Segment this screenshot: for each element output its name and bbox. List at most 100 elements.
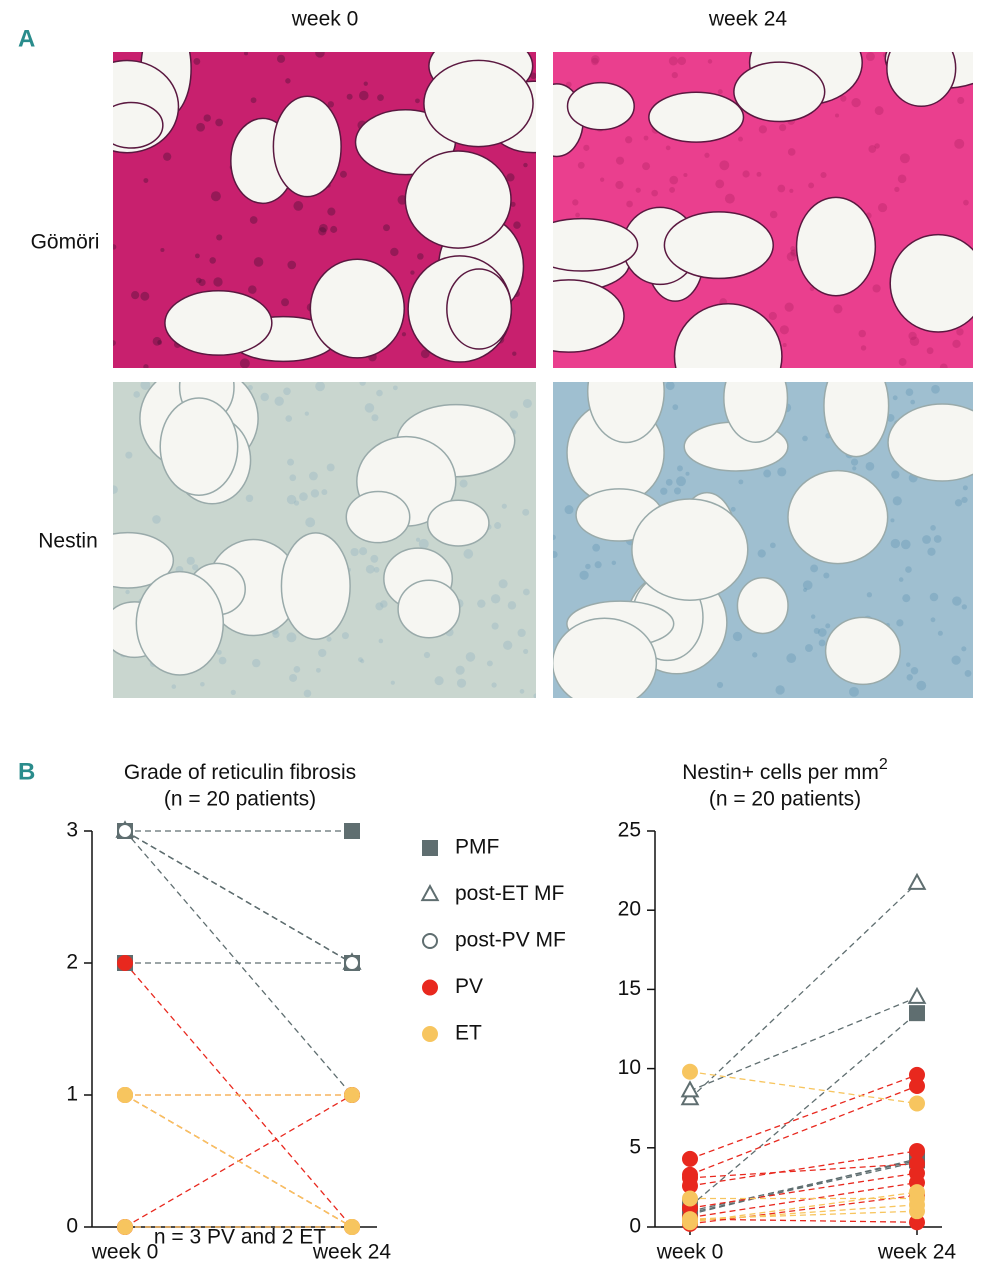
cell <box>216 234 223 241</box>
panel-label: B <box>18 758 35 785</box>
cell <box>380 600 388 608</box>
cell <box>304 411 309 416</box>
cell <box>724 193 735 204</box>
cell <box>215 118 223 127</box>
cell <box>905 566 912 573</box>
cell <box>350 547 359 557</box>
fat-vacuole <box>280 532 351 641</box>
cell <box>865 461 875 471</box>
cell <box>892 395 898 401</box>
cell <box>643 135 649 141</box>
patient-line <box>689 1085 918 1176</box>
cell <box>319 223 328 233</box>
patient-line <box>689 882 918 1100</box>
cell <box>591 55 600 64</box>
cell <box>318 227 327 236</box>
marker <box>907 872 927 890</box>
cell <box>160 247 165 253</box>
cell <box>810 564 819 573</box>
cell <box>775 685 785 695</box>
cell <box>579 570 589 580</box>
row-label: Gömöri <box>31 231 100 254</box>
cell <box>779 325 789 335</box>
cell <box>113 485 118 494</box>
fat-vacuole <box>553 217 639 272</box>
cell <box>315 382 325 392</box>
title-superscript: 2 <box>879 756 888 773</box>
cell <box>786 252 797 262</box>
cell <box>890 538 901 549</box>
cell <box>786 653 797 664</box>
cell <box>378 638 384 644</box>
cell <box>152 515 161 524</box>
patient-line <box>689 1194 918 1225</box>
cell <box>611 560 617 566</box>
cell <box>615 180 624 190</box>
y-tick-label: 2 <box>66 951 78 974</box>
cell <box>370 554 379 563</box>
cell <box>512 351 517 356</box>
cell <box>704 152 710 158</box>
cell <box>676 465 683 472</box>
cell <box>672 404 679 411</box>
cell <box>113 244 117 250</box>
cell <box>954 138 965 149</box>
cell <box>683 172 688 178</box>
cell <box>196 122 205 132</box>
cell <box>891 470 900 479</box>
micrograph <box>553 382 973 698</box>
fat-vacuole <box>553 279 625 353</box>
cell <box>218 656 227 665</box>
cell <box>203 114 211 122</box>
cell <box>625 136 633 144</box>
fat-vacuole <box>345 490 411 544</box>
cell <box>434 676 444 686</box>
cell <box>410 270 415 275</box>
cell <box>140 382 151 390</box>
cell <box>572 199 579 206</box>
cell <box>564 505 574 515</box>
fat-vacuole <box>648 91 745 143</box>
cell <box>248 285 257 294</box>
cell <box>858 329 866 338</box>
patient-line <box>689 1158 918 1215</box>
cell <box>952 339 961 348</box>
cell <box>802 435 808 442</box>
cell <box>802 587 808 593</box>
cell <box>523 648 529 655</box>
cell <box>952 596 962 606</box>
cell <box>293 666 301 673</box>
row-label: Nestin <box>38 530 98 553</box>
cell <box>752 652 758 658</box>
fat-vacuole <box>397 579 461 639</box>
cell <box>894 186 900 192</box>
cell <box>730 506 736 512</box>
cell <box>326 636 332 642</box>
cell <box>213 277 223 287</box>
annotation: n = 3 PV and 2 ET <box>154 1226 326 1249</box>
cell <box>961 604 967 610</box>
cell <box>763 469 772 478</box>
cell <box>817 628 827 637</box>
legend-label: ET <box>455 1022 482 1045</box>
marker <box>682 1150 698 1167</box>
cell <box>671 72 678 79</box>
cell <box>956 328 964 336</box>
marker <box>344 823 360 839</box>
cell <box>642 162 651 171</box>
marker <box>907 986 927 1004</box>
cell <box>519 689 525 694</box>
cell <box>358 657 363 663</box>
cell <box>758 125 767 134</box>
cell <box>951 655 961 665</box>
cell <box>513 221 521 229</box>
legend-marker <box>420 884 440 902</box>
cell <box>293 201 304 211</box>
fat-vacuole <box>787 469 889 565</box>
cell <box>283 387 291 396</box>
cell <box>522 398 532 408</box>
cell <box>392 385 398 391</box>
cell <box>768 311 777 321</box>
y-tick-label: 25 <box>618 819 641 842</box>
cell <box>963 199 969 206</box>
